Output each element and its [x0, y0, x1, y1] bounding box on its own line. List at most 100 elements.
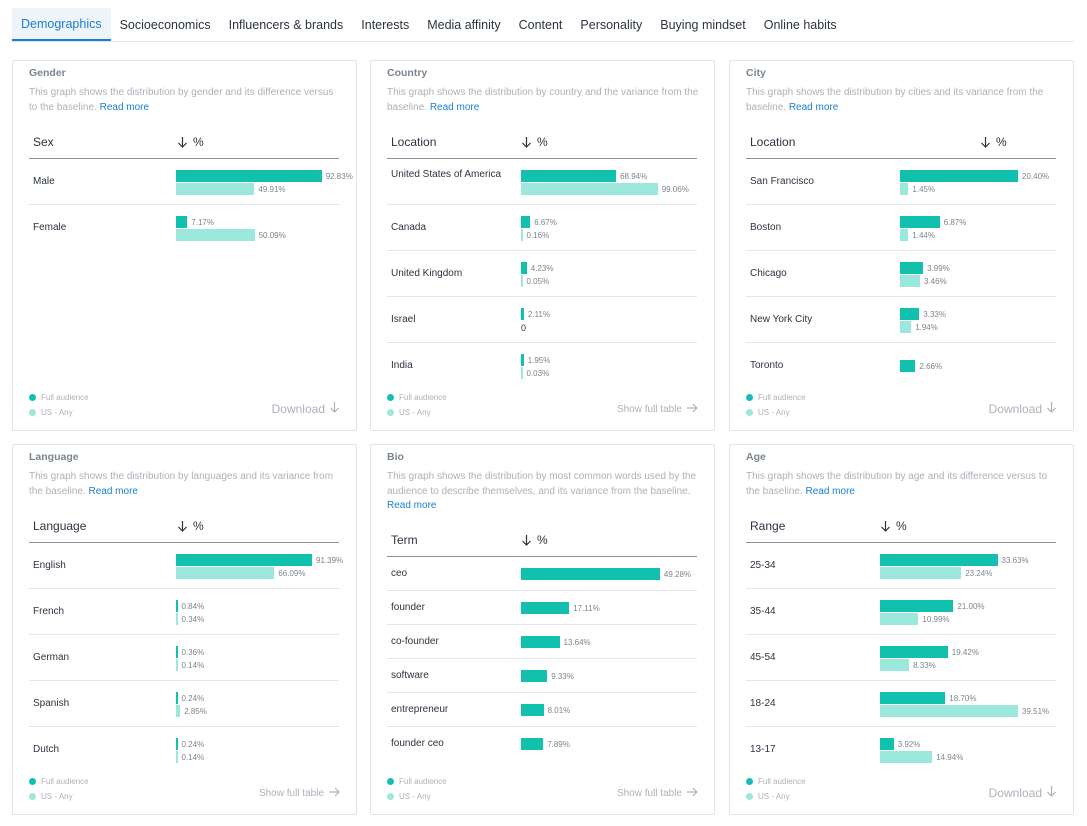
legend-baseline: US - Any — [746, 789, 806, 804]
data-table: Range% 25-34 33.63% 23.24% 35-44 21.00% 10.99%… — [746, 511, 1056, 773]
tab-demographics[interactable]: Demographics — [12, 8, 111, 41]
download-button[interactable]: Download — [989, 785, 1057, 800]
column-header-label[interactable]: Language — [33, 519, 87, 533]
download-button[interactable]: Download — [989, 401, 1057, 416]
legend-full-audience: Full audience — [387, 774, 447, 789]
bar-full-audience — [880, 600, 954, 612]
column-header-label[interactable]: Term — [391, 533, 418, 547]
show-full-table-button[interactable]: Show full table — [617, 787, 698, 800]
value-baseline: 3.46% — [924, 277, 947, 286]
table-row[interactable]: ceo 49.28% — [387, 557, 697, 591]
column-header-percent[interactable]: % — [980, 135, 1007, 151]
table-row[interactable]: entrepreneur 8.01% — [387, 693, 697, 727]
legend-label: Full audience — [758, 393, 806, 402]
bar-full-audience — [176, 170, 322, 182]
description-text: This graph shows the distribution by cit… — [746, 87, 1044, 113]
column-header-label[interactable]: Location — [391, 135, 437, 149]
table-row[interactable]: India 1.95% 0.03% — [387, 343, 697, 389]
column-header-percent[interactable]: % — [880, 519, 907, 535]
column-header-percent[interactable]: % — [521, 135, 548, 151]
row-label: Dutch — [33, 744, 60, 755]
value-baseline: 0.34% — [181, 615, 205, 624]
table-row[interactable]: Chicago 3.99% 3.46% — [746, 251, 1056, 297]
value-baseline: 8.33% — [913, 661, 936, 670]
table-row[interactable]: Female 7.17% 50.09% — [29, 205, 339, 251]
percent-label: % — [193, 135, 204, 149]
tab-media-affinity[interactable]: Media affinity — [427, 17, 501, 32]
card-description: This graph shows the distribution by mos… — [387, 470, 702, 514]
legend: Full audience US - Any — [29, 390, 89, 420]
table-row[interactable]: United Kingdom 4.23% 0.05% — [387, 251, 697, 297]
tab-socioeconomics[interactable]: Socioeconomics — [119, 17, 211, 32]
tab-buying-mindset[interactable]: Buying mindset — [660, 17, 746, 32]
download-button[interactable]: Download — [272, 401, 340, 416]
bar-baseline — [176, 751, 178, 763]
legend-baseline: US - Any — [29, 405, 89, 420]
bar-full-audience — [521, 704, 544, 716]
value-baseline: 0.14% — [181, 753, 205, 762]
table-row[interactable]: Canada 6.67% 0.16% — [387, 205, 697, 251]
table-row[interactable]: founder ceo 7.89% — [387, 727, 697, 761]
data-table: Language% English 91.39% 66.09% French 0.84% 0… — [29, 511, 343, 773]
table-row[interactable]: New York City 3.33% 1.94% — [746, 297, 1056, 343]
table-row[interactable]: Boston 6.87% 1.44% — [746, 205, 1056, 251]
tab-online-habits[interactable]: Online habits — [763, 17, 837, 32]
table-row[interactable]: 18-24 18.70% 39.51% — [746, 681, 1056, 727]
row-label: Spanish — [33, 698, 70, 709]
row-label: founder — [391, 602, 425, 613]
table-row[interactable]: software 9.33% — [387, 659, 697, 693]
value-full-audience: 49.28% — [663, 570, 692, 579]
table-row[interactable]: United States of America 68.94% 99.06% — [387, 159, 697, 205]
tab-interests[interactable]: Interests — [361, 17, 410, 32]
table-row[interactable]: 35-44 21.00% 10.99% — [746, 589, 1056, 635]
column-header-label[interactable]: Sex — [33, 135, 54, 149]
table-row[interactable]: Male 92.83% 49.91% — [29, 159, 353, 205]
table-row[interactable]: co-founder 13.64% — [387, 625, 697, 659]
column-header-percent[interactable]: % — [177, 519, 204, 535]
card-description: This graph shows the distribution by cou… — [387, 86, 702, 115]
show-full-table-button[interactable]: Show full table — [259, 787, 340, 800]
table-row[interactable]: 45-54 19.42% 8.33% — [746, 635, 1056, 681]
column-header-label[interactable]: Range — [750, 519, 786, 533]
table-row[interactable]: Toronto 2.66% — [746, 343, 1056, 389]
table-row[interactable]: Spanish 0.24% 2.85% — [29, 681, 339, 727]
value-full-audience: 19.42% — [951, 648, 979, 657]
table-row[interactable]: Israel 2.11% 0 — [387, 297, 697, 343]
bar-full-audience — [176, 738, 178, 750]
column-header-label[interactable]: Location — [750, 135, 796, 149]
value-baseline: 0.05% — [526, 277, 550, 286]
read-more-link[interactable]: Read more — [429, 101, 480, 113]
table-row[interactable]: 25-34 33.63% 23.24% — [746, 543, 1056, 589]
bar-full-audience — [521, 354, 524, 366]
data-table: Location% United States of America 68.94% 9… — [387, 127, 697, 389]
column-header-percent[interactable]: % — [521, 533, 548, 549]
tab-influencers-brands[interactable]: Influencers & brands — [228, 17, 344, 32]
value-baseline: 1.45% — [912, 185, 936, 194]
read-more-link[interactable]: Read more — [788, 101, 839, 113]
read-more-link[interactable]: Read more — [387, 500, 437, 511]
legend-baseline: US - Any — [29, 789, 89, 804]
read-more-link[interactable]: Read more — [99, 101, 150, 113]
table-row[interactable]: 13-17 3.92% 14.94% — [746, 727, 1056, 773]
card-country: Country This graph shows the distribution… — [370, 60, 715, 431]
table-row[interactable]: German 0.36% 0.14% — [29, 635, 339, 681]
table-row[interactable]: Dutch 0.24% 0.14% — [29, 727, 339, 773]
tab-content[interactable]: Content — [518, 17, 563, 32]
column-header-percent[interactable]: % — [177, 135, 204, 151]
bar-baseline — [176, 183, 255, 195]
card-language: Language This graph shows the distributio… — [12, 444, 357, 815]
bar-full-audience — [176, 554, 312, 566]
read-more-link[interactable]: Read more — [88, 485, 138, 497]
data-table: Sex% Male 92.83% 49.91% Female 7.17% 50.09% — [29, 127, 353, 251]
read-more-link[interactable]: Read more — [805, 485, 855, 497]
description-text: This graph shows the distribution by mos… — [387, 471, 697, 497]
table-row[interactable]: French 0.84% 0.34% — [29, 589, 339, 635]
row-label: Toronto — [750, 360, 784, 371]
show-full-table-button[interactable]: Show full table — [617, 403, 698, 416]
table-row[interactable]: San Francisco 20.40% 1.45% — [746, 159, 1056, 205]
table-row[interactable]: English 91.39% 66.09% — [29, 543, 343, 589]
table-row[interactable]: founder 17.11% — [387, 591, 697, 625]
download-label: Download — [988, 401, 1042, 416]
tab-personality[interactable]: Personality — [580, 17, 643, 32]
bar-full-audience — [521, 568, 660, 580]
